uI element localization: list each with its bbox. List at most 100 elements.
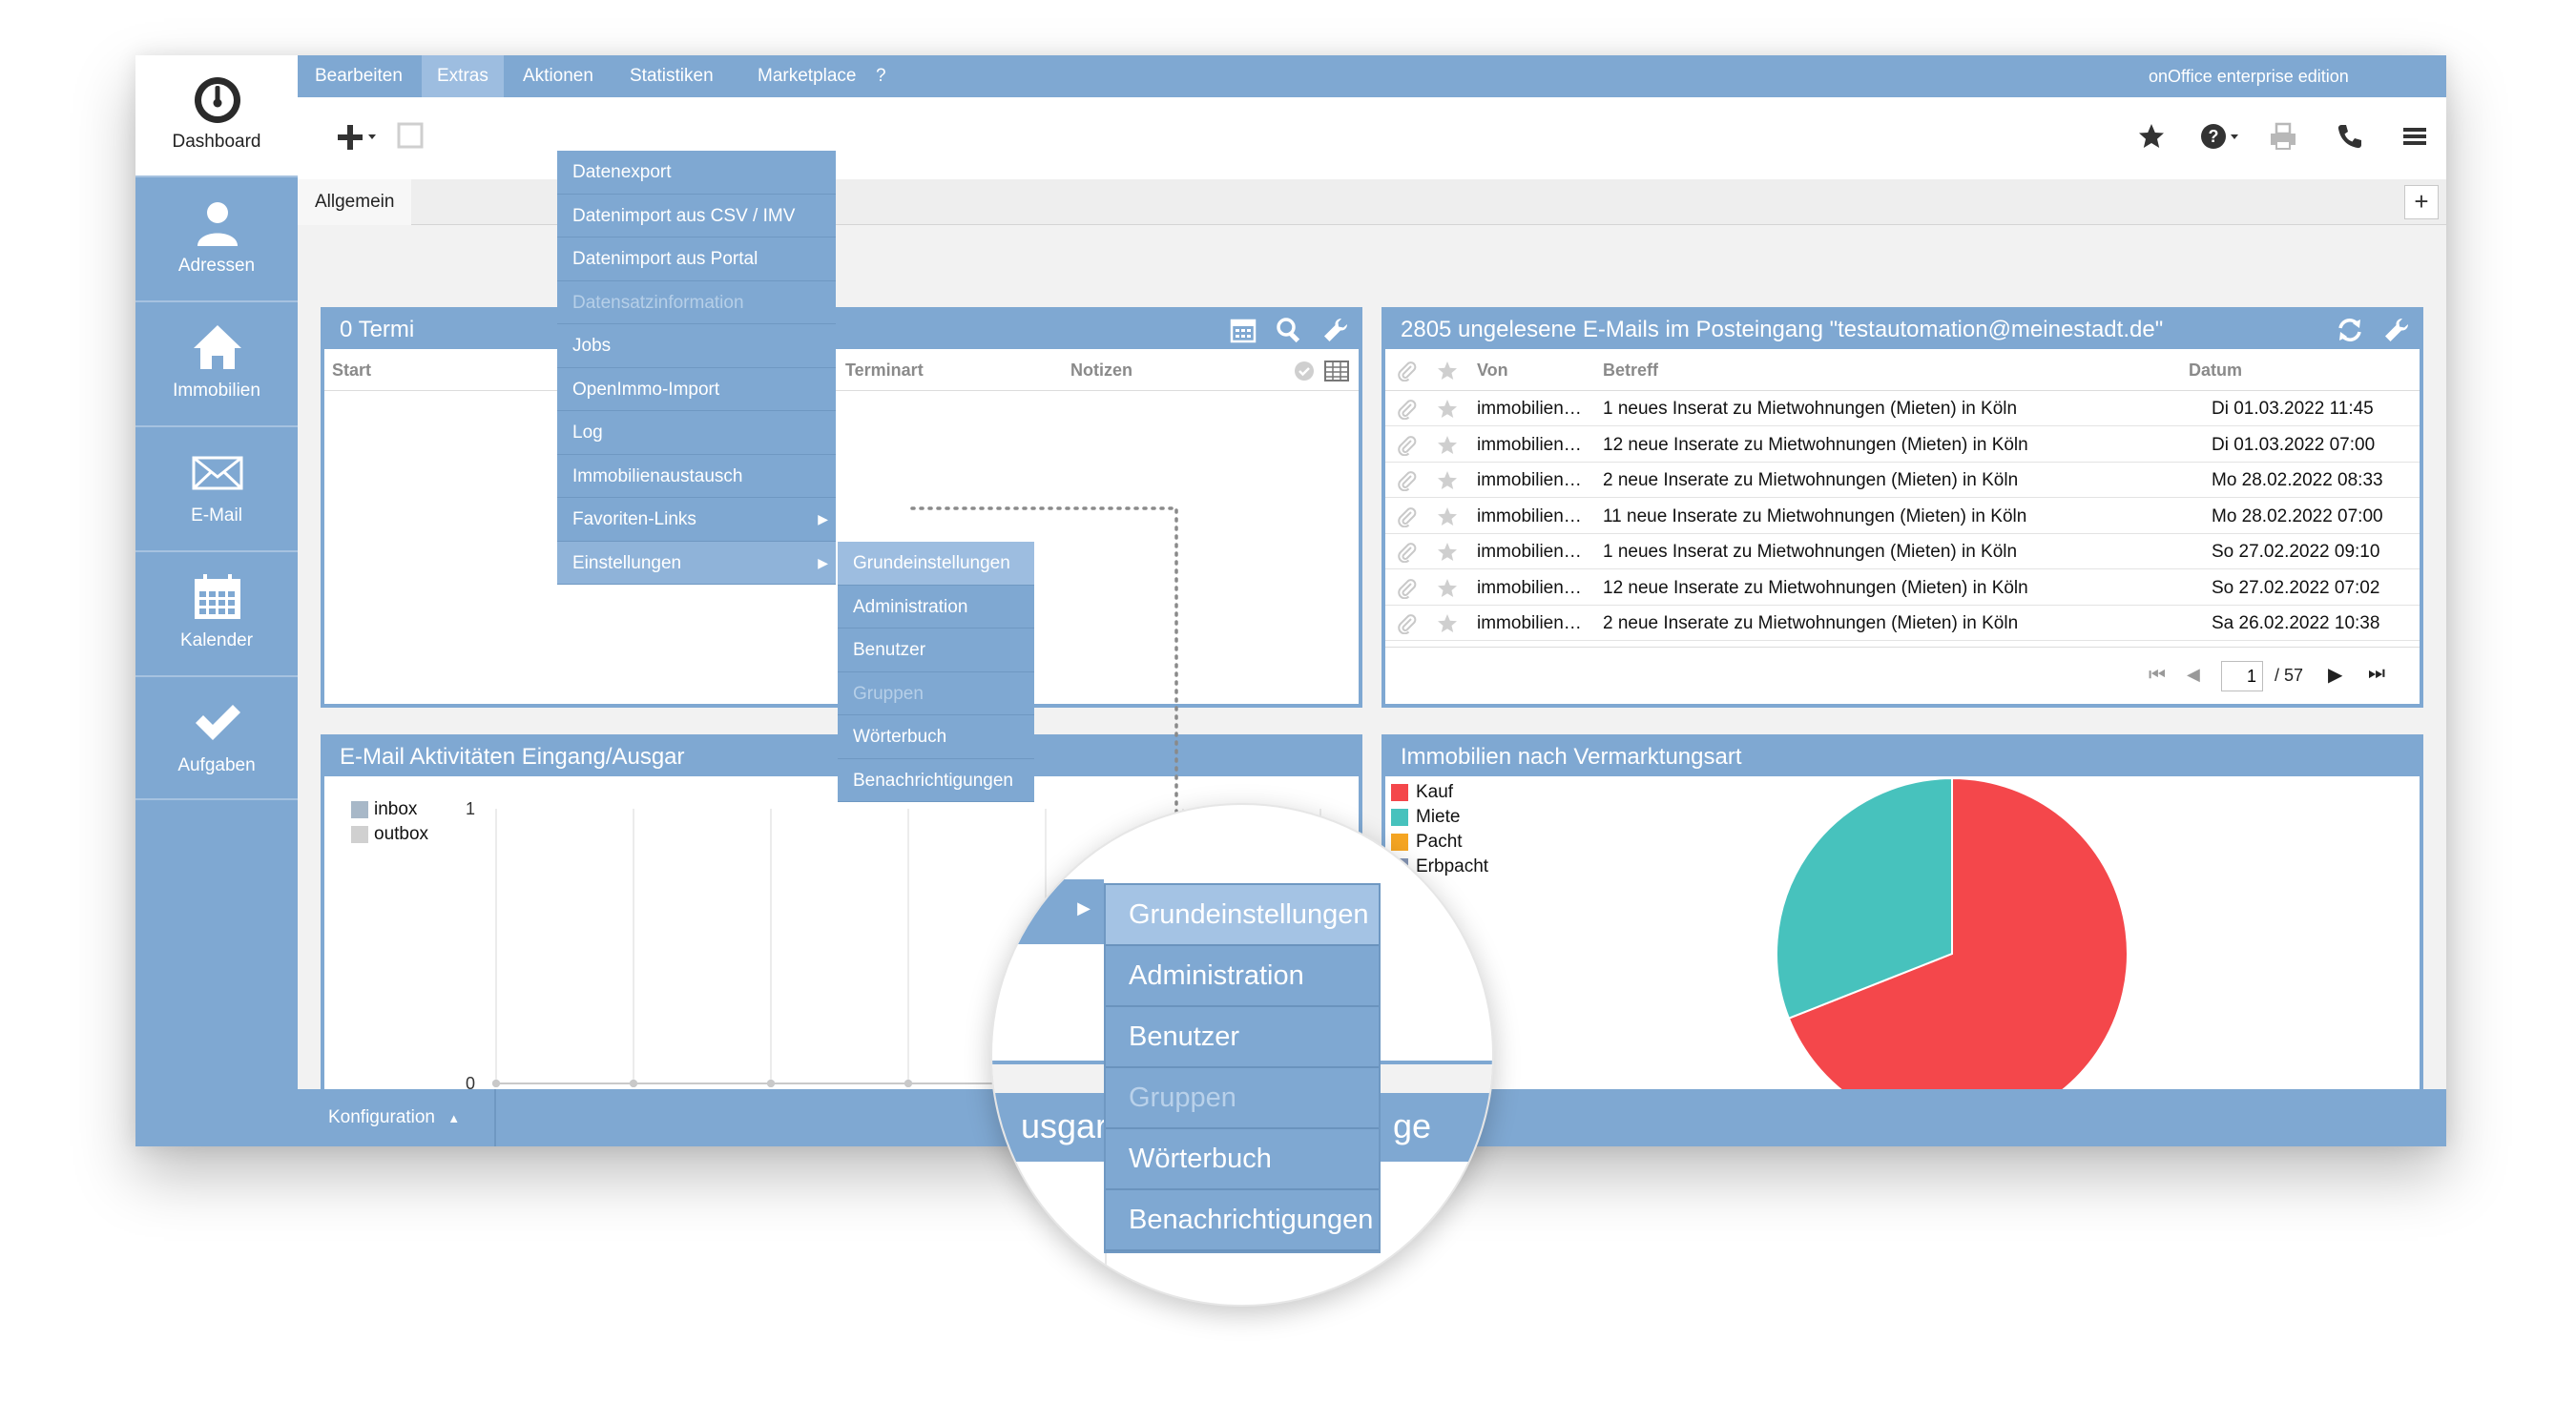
menu-help[interactable]: ? [876,66,886,86]
star-icon[interactable] [1437,613,1458,634]
submenu-item-grundeinstellungen[interactable]: Grundeinstellungen [838,542,1034,586]
email-row[interactable]: immobilien… 1 neues Inserat zu Mietwohnun… [1385,391,2420,426]
paperclip-icon[interactable] [1397,435,1418,456]
save-button[interactable] [397,122,424,154]
menu-item-label: Favoriten-Links [572,509,696,529]
paperclip-icon[interactable] [1397,613,1418,634]
sidebar-item-label: Aufgaben [177,755,256,775]
sidebar-item-kalender[interactable]: Kalender [135,550,298,675]
star-icon[interactable] [1437,399,1458,420]
submenu-item-benutzer[interactable]: Benutzer [838,629,1034,672]
next-page-button[interactable]: ▶ [2328,665,2343,686]
zoomed-item-grundeinstellungen[interactable]: Grundeinstellungen [1106,885,1379,946]
email-subject: 11 neue Inserate zu Mietwohnungen (Miete… [1603,505,2027,526]
column-terminart[interactable]: Terminart [845,361,924,380]
wrench-icon[interactable] [1322,317,1349,343]
star-icon[interactable] [1437,506,1458,527]
pie-slice-miete[interactable] [1776,776,1953,1021]
search-icon[interactable] [1276,317,1302,343]
email-row[interactable]: immobilien… 12 neue Inserate zu Mietwohnu… [1385,570,2420,606]
paperclip-icon[interactable] [1397,470,1418,491]
termine-header-row: Start Terminart Notizen [324,349,1359,391]
menu-item-label: Log [572,423,603,443]
menu-item-datenimport-csv[interactable]: Datenimport aus CSV / IMV [557,195,836,237]
check-circle-icon[interactable] [1294,361,1315,381]
zoomed-item-benachrichtigungen[interactable]: Benachrichtigungen [1106,1190,1379,1251]
menu-item-openimmo-import[interactable]: OpenImmo-Import [557,368,836,411]
email-row[interactable]: immobilien… 12 neue Inserate zu Mietwohnu… [1385,427,2420,463]
column-von[interactable]: Von [1477,361,1508,380]
menu-item-label: Datenexport [572,162,672,182]
email-subject: 1 neues Inserat zu Mietwohnungen (Mieten… [1603,542,2018,562]
submenu-item-benachrichtigungen[interactable]: Benachrichtigungen [838,759,1034,802]
submenu-item-administration[interactable]: Administration [838,586,1034,629]
paperclip-icon[interactable] [1397,506,1418,527]
prev-page-button[interactable]: ◀ [2187,665,2200,684]
menu-item-datenexport[interactable]: Datenexport [557,151,836,195]
menu-extras[interactable]: Extras [422,55,504,97]
sidebar-item-immobilien[interactable]: Immobilien [135,300,298,425]
sidebar-item-dashboard[interactable]: Dashboard [135,55,298,175]
menu-bar: Bearbeiten Extras Aktionen Statistiken M… [298,55,2446,97]
tab-allgemein[interactable]: Allgemein [298,179,412,225]
menu-aktionen[interactable]: Aktionen [523,66,593,86]
menu-marketplace[interactable]: Marketplace [758,66,857,86]
sidebar-item-adressen[interactable]: Adressen [135,175,298,300]
sidebar-item-email[interactable]: E-Mail [135,425,298,550]
email-row[interactable]: immobilien… 11 neue Inserate zu Mietwohnu… [1385,499,2420,534]
column-datum[interactable]: Datum [2189,361,2243,380]
menu-item-log[interactable]: Log [557,411,836,455]
email-row[interactable]: immobilien… 2 neue Inserate zu Mietwohnun… [1385,463,2420,498]
legend-item-pacht: Pacht [1391,830,1488,855]
menu-item-jobs[interactable]: Jobs [557,324,836,368]
page-number-input[interactable] [2221,661,2263,691]
table-icon[interactable] [1324,361,1349,381]
menu-item-favoriten-links[interactable]: Favoriten-Links ▶ [557,498,836,542]
email-subject: 12 neue Inserate zu Mietwohnungen (Miete… [1603,434,2028,455]
caret-up-icon: ▲ [447,1111,461,1125]
last-page-button[interactable]: ⏭ [2368,663,2385,684]
column-start[interactable]: Start [332,361,372,380]
print-button[interactable] [2269,122,2297,155]
email-date: So 27.02.2022 09:10 [2212,542,2380,562]
email-row[interactable]: immobilien… 2 neue Inserate zu Mietwohnun… [1385,606,2420,641]
calendar-small-icon[interactable] [1230,317,1257,343]
refresh-icon[interactable] [2337,317,2363,343]
add-new-button[interactable] [334,118,380,161]
legend-label: outbox [374,824,429,844]
zoomed-item-administration[interactable]: Administration [1106,946,1379,1007]
menu-item-immobilienaustausch[interactable]: Immobilienaustausch [557,455,836,498]
email-row[interactable]: immobilien… 1 neues Inserat zu Mietwohnun… [1385,534,2420,569]
help-button[interactable]: ? [2200,122,2242,155]
svg-text:?: ? [2209,127,2219,146]
paperclip-icon[interactable] [1397,578,1418,599]
sidebar-item-aufgaben[interactable]: Aufgaben [135,675,298,800]
star-icon[interactable] [1437,470,1458,491]
menu-statistiken[interactable]: Statistiken [630,66,714,86]
first-page-button[interactable]: ⏮ [2149,665,2166,686]
add-tab-button[interactable]: + [2404,185,2439,219]
submenu-item-woerterbuch[interactable]: Wörterbuch [838,715,1034,759]
menu-item-datenimport-portal[interactable]: Datenimport aus Portal [557,237,836,281]
house-icon [194,325,241,369]
legend-item-miete: Miete [1391,805,1488,830]
menu-button[interactable] [2400,122,2429,155]
zoomed-item-benutzer[interactable]: Benutzer [1106,1007,1379,1068]
paperclip-icon[interactable] [1397,399,1418,420]
phone-button[interactable] [2336,122,2364,155]
menu-bearbeiten[interactable]: Bearbeiten [315,66,403,86]
konfiguration-button[interactable]: Konfiguration ▲ [298,1089,496,1146]
email-from: immobilien… [1477,434,1582,455]
zoomed-item-woerterbuch[interactable]: Wörterbuch [1106,1129,1379,1190]
star-icon[interactable] [1437,435,1458,456]
edition-label: onOffice enterprise edition [2149,67,2349,86]
paperclip-icon[interactable] [1397,542,1418,563]
data-point-outbox [492,1080,500,1087]
menu-item-einstellungen[interactable]: Einstellungen ▶ [557,541,836,585]
favorites-button[interactable] [2137,122,2166,155]
star-icon[interactable] [1437,578,1458,599]
wrench-icon[interactable] [2383,317,2410,343]
star-icon[interactable] [1437,542,1458,563]
column-notizen[interactable]: Notizen [1070,361,1132,380]
column-betreff[interactable]: Betreff [1603,361,1659,380]
